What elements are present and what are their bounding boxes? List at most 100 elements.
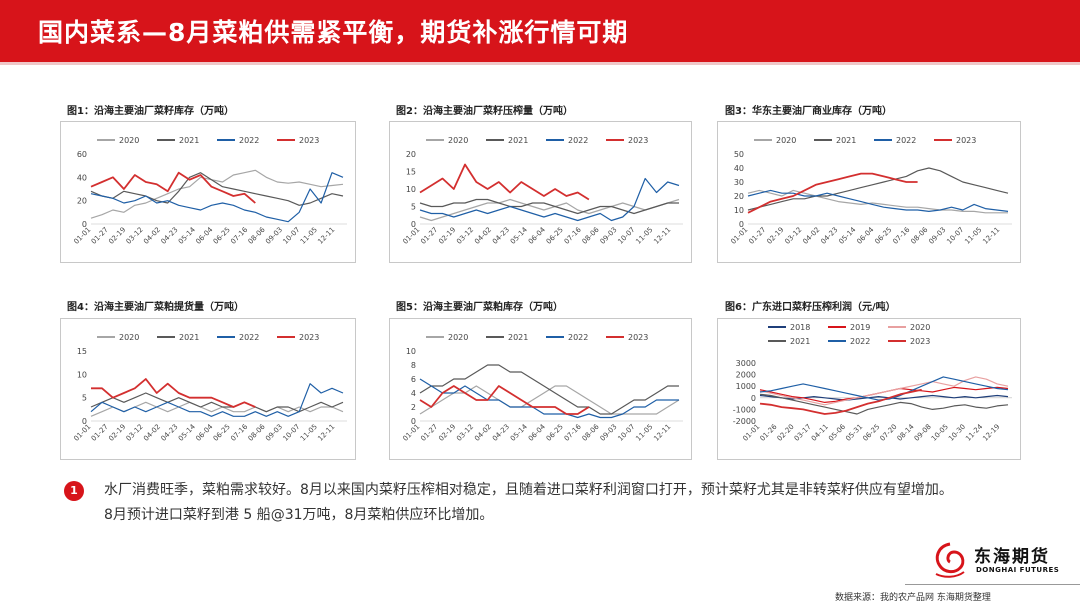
chart-box-4: 2020 2021 2022 2023 0 5 10 15 01-01 01-27 02-19 03-… — [60, 318, 356, 460]
x-tick-label: 06-04 — [527, 225, 547, 245]
x-tick-label: 12-11 — [981, 226, 1001, 246]
legend-label-2023: 2023 — [956, 136, 976, 145]
x-tick-label: 02-19 — [107, 423, 127, 443]
x-tick-label: 09-03 — [264, 226, 284, 246]
chart-title-3: 图3：华东主要油厂商业库存（万吨） — [725, 106, 892, 117]
y-tick-label: 3000 — [736, 359, 756, 368]
y-tick-label: 30 — [734, 178, 744, 187]
y-tick-label: -2000 — [733, 417, 756, 426]
header-divider — [0, 62, 1080, 65]
x-tick-label: 04-02 — [473, 423, 493, 443]
x-tick-label: 04-02 — [801, 226, 821, 246]
x-tick-label: 09-03 — [599, 423, 619, 443]
x-tick-label: 03-12 — [125, 226, 145, 246]
x-tick-label: 06-25 — [545, 226, 565, 246]
y-tick-label: 0 — [739, 220, 744, 229]
y-tick-label: 0 — [82, 417, 87, 426]
x-tick-label: 10-07 — [282, 226, 302, 246]
y-tick-label: 10 — [77, 370, 87, 379]
legend-label-2021: 2021 — [836, 136, 856, 145]
x-tick-label: 06-25 — [212, 423, 232, 443]
chart-title-1: 图1：沿海主要油厂菜籽库存（万吨） — [67, 106, 234, 117]
x-tick-label: 05-14 — [177, 422, 197, 442]
note-badge: 1 — [64, 481, 84, 501]
y-tick-label: 0 — [411, 220, 416, 229]
y-tick-label: 0 — [751, 394, 756, 403]
x-tick-label: 01-01 — [401, 423, 421, 443]
x-tick-label: 06-04 — [194, 225, 214, 245]
y-tick-label: 4 — [411, 389, 416, 398]
logo-cn-text: 东海期货 — [974, 547, 1050, 567]
series-line-2021 — [90, 172, 344, 206]
page-title: 国内菜系—8月菜粕供需紧平衡，期货补涨行情可期 — [38, 18, 629, 47]
x-tick-label: 06-25 — [212, 226, 232, 246]
x-tick-label: 03-12 — [455, 423, 475, 443]
x-tick-label: 01-01 — [72, 226, 92, 246]
series-line-2022 — [419, 378, 679, 419]
y-tick-label: 5 — [82, 394, 87, 403]
dragon-logo-icon — [935, 542, 965, 578]
x-tick-label: 03-12 — [783, 226, 803, 246]
y-tick-label: 5 — [411, 203, 416, 212]
chart-svg-3: 2020 2021 2022 2023 0 10 20 30 40 50 01-0101-2702-… — [729, 136, 1012, 246]
x-tick-label: 09-03 — [599, 226, 619, 246]
x-tick-label: 02-20 — [776, 423, 796, 443]
y-tick-label: -1000 — [733, 405, 756, 414]
x-tick-label: 01-27 — [419, 423, 439, 443]
chart-box-2: 2020 2021 2022 2023 0 5 10 15 20 01-01 01-27 02-19 0… — [389, 121, 692, 263]
y-tick-label: 20 — [77, 197, 87, 206]
x-tick-label: 10-05 — [930, 423, 950, 443]
x-tick-label: 10-07 — [945, 226, 965, 246]
y-tick-label: 2 — [411, 403, 416, 412]
series-line-2022 — [747, 189, 1009, 213]
y-tick-label: 20 — [406, 150, 416, 159]
x-tick-label: 01-26 — [759, 422, 779, 442]
x-tick-label: 05-14 — [177, 225, 197, 245]
series-line-2021 — [419, 364, 679, 415]
footer-rule — [905, 584, 1080, 585]
x-tick-label: 11-05 — [963, 226, 983, 246]
series-line-2020 — [90, 169, 344, 219]
series-line-2023 — [91, 378, 256, 408]
x-tick-label: 07-16 — [229, 422, 249, 442]
series-line-2023 — [90, 171, 256, 204]
chart-title-6: 图6：广东进口菜籽压榨利润（元/吨） — [725, 302, 896, 313]
chart-title-5: 图5：沿海主要油厂菜粕库存（万吨） — [396, 302, 563, 313]
x-tick-label: 08-06 — [581, 422, 601, 442]
x-tick-label: 02-19 — [107, 226, 127, 246]
logo-en-text: DONGHAI FUTURES — [976, 566, 1060, 574]
x-tick-label: 01-01 — [729, 226, 749, 246]
x-tick-label: 08-06 — [247, 225, 267, 245]
y-tick-label: 8 — [411, 361, 416, 370]
x-tick-label: 03-12 — [455, 226, 475, 246]
x-tick-label: 06-04 — [194, 422, 214, 442]
x-tick-label: 05-14 — [509, 225, 529, 245]
legend-label-2021: 2021 — [179, 333, 199, 342]
legend-label-2022: 2022 — [896, 136, 916, 145]
x-tick-label: 01-01 — [72, 423, 92, 443]
x-tick-label: 08-06 — [247, 422, 267, 442]
legend-label-2021: 2021 — [179, 136, 199, 145]
series-line-2022 — [90, 383, 344, 417]
x-tick-label: 04-23 — [160, 423, 180, 443]
legend-label-2023: 2023 — [299, 333, 319, 342]
source-text: 数据来源：我的农产品网 东海期货整理 — [835, 593, 991, 603]
series-line-2022 — [90, 172, 344, 223]
y-tick-label: 10 — [734, 206, 744, 215]
x-tick-label: 07-16 — [229, 225, 249, 245]
x-tick-label: 06-25 — [873, 226, 893, 246]
x-tick-label: 02-19 — [765, 226, 785, 246]
y-tick-label: 20 — [734, 192, 744, 201]
legend-label-2023: 2023 — [628, 136, 648, 145]
legend-label-2023: 2023 — [628, 333, 648, 342]
legend-label-2020: 2020 — [448, 136, 468, 145]
x-tick-label: 06-04 — [527, 422, 547, 442]
x-tick-label: 07-16 — [563, 422, 583, 442]
y-tick-label: 10 — [406, 347, 416, 356]
x-tick-label: 11-24 — [964, 422, 984, 442]
x-tick-label: 12-11 — [316, 226, 336, 246]
series-line-2023 — [747, 172, 918, 214]
x-tick-label: 07-20 — [879, 423, 899, 443]
x-tick-label: 04-02 — [142, 423, 162, 443]
series-line-2021 — [90, 392, 344, 413]
